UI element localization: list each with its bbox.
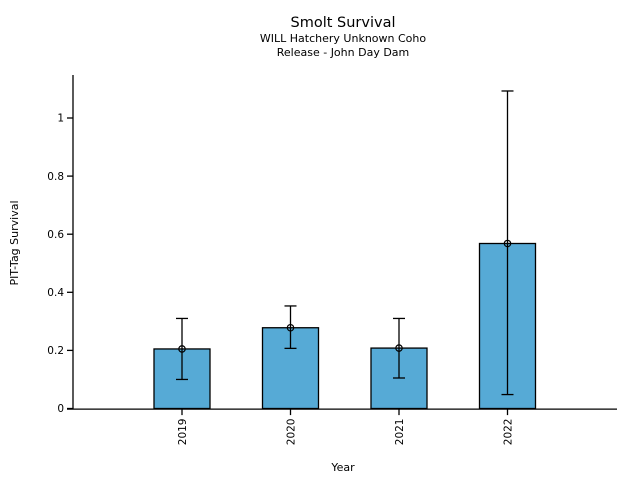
y-tick-label: 1 <box>57 113 64 125</box>
y-axis-label: PIT-Tag Survival <box>8 200 21 285</box>
markers-group <box>178 239 512 353</box>
chart-title: Smolt Survival <box>291 15 396 31</box>
y-tick-label: 0.8 <box>47 171 64 183</box>
plot-area: 0 0.2 0.4 0.6 0.8 1 2019 2020 2021 2022 <box>47 75 617 445</box>
value-marker-2020 <box>286 323 295 332</box>
axes-group <box>67 75 617 416</box>
value-marker-2019 <box>178 345 186 353</box>
y-tick-label: 0 <box>57 403 64 415</box>
y-tick-label: 0.4 <box>47 287 64 299</box>
chart-subtitle-line2: Release - John Day Dam <box>277 46 410 59</box>
x-tick-label-2019: 2019 <box>177 419 189 446</box>
x-axis-label: Year <box>330 461 355 474</box>
x-tick-label-2021: 2021 <box>394 419 406 446</box>
value-marker-2022 <box>503 239 512 248</box>
chart-subtitle-line1: WILL Hatchery Unknown Coho <box>260 32 426 45</box>
x-tick-label-2020: 2020 <box>285 419 297 446</box>
y-tick-label: 0.2 <box>47 345 64 357</box>
bars-group <box>153 242 537 410</box>
error-bars-group <box>176 90 514 396</box>
tick-labels-group: 0 0.2 0.4 0.6 0.8 1 2019 2020 2021 2022 <box>47 113 514 446</box>
x-tick-label-2022: 2022 <box>502 419 514 446</box>
value-marker-2021 <box>395 344 403 352</box>
y-tick-label: 0.6 <box>47 229 64 241</box>
